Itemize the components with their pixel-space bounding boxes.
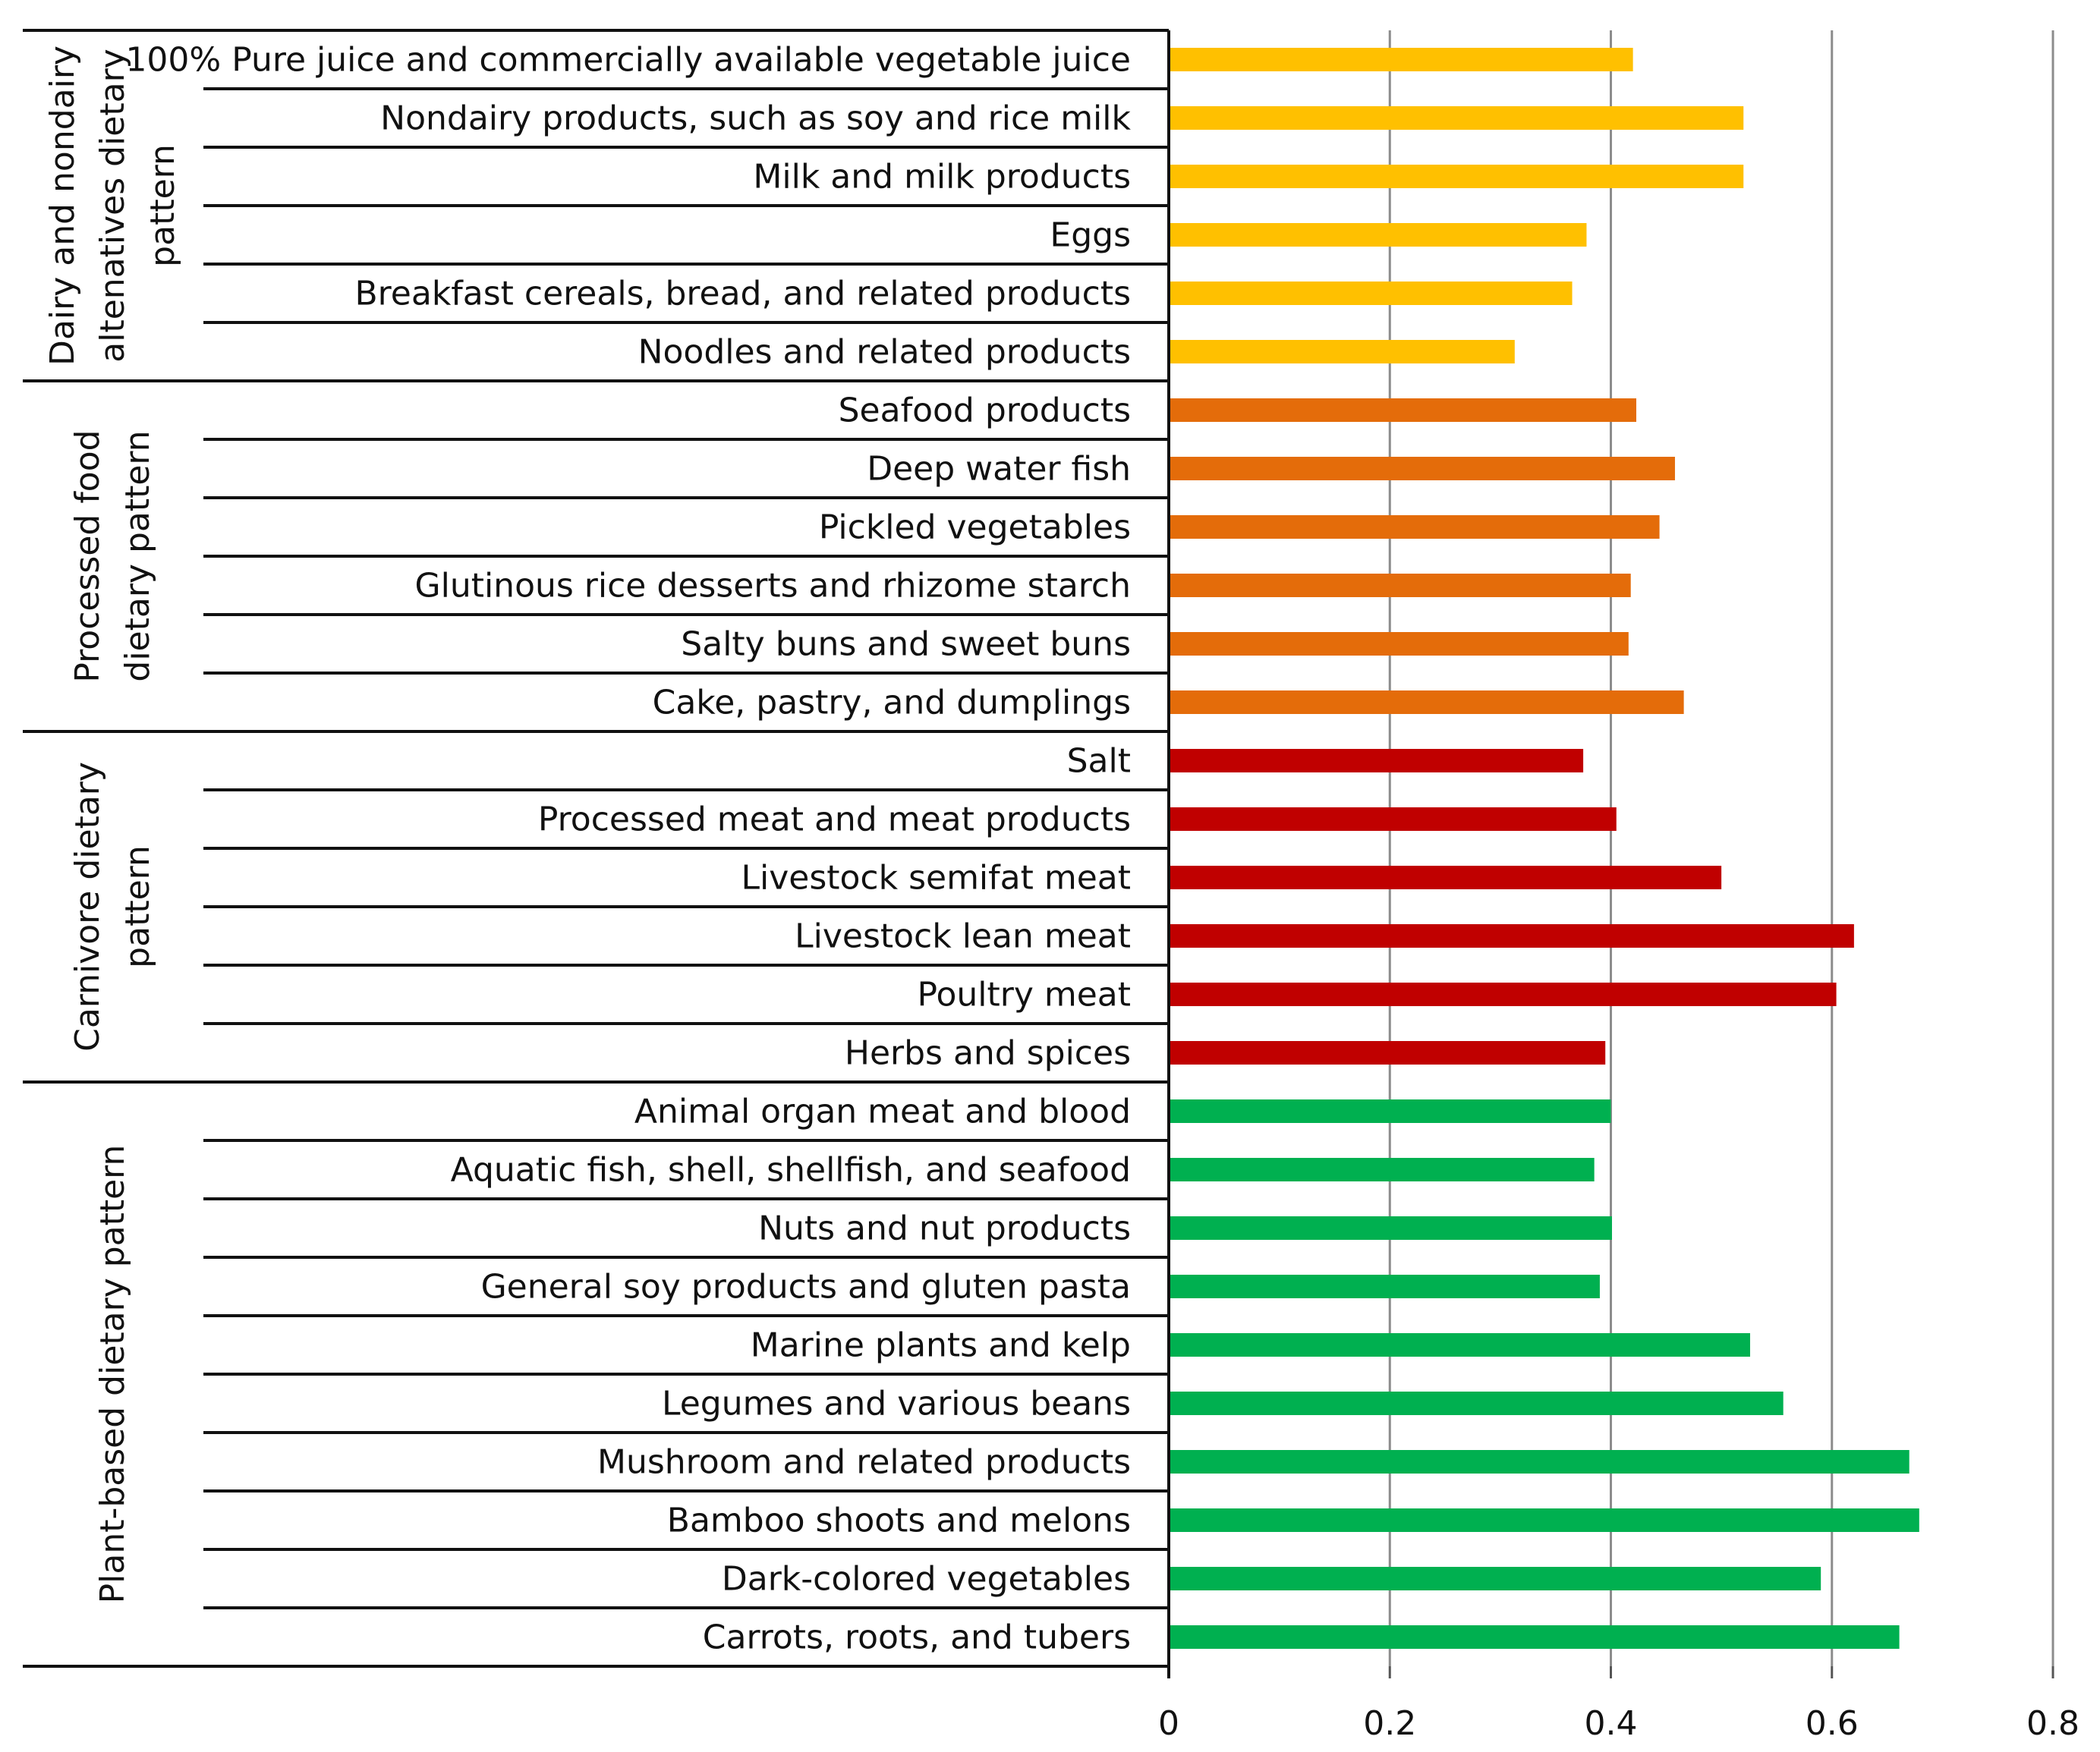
category-label: Eggs xyxy=(1050,216,1131,255)
group-label-line: pattern xyxy=(118,845,157,968)
category-label: Processed meat and meat products xyxy=(538,801,1131,839)
category-labels: 100% Pure juice and commercially availab… xyxy=(125,41,1131,1657)
group-label: Processed food dietary pattern xyxy=(68,429,157,682)
category-label: Salt xyxy=(1067,742,1131,781)
category-label: Animal organ meat and blood xyxy=(634,1093,1131,1131)
group-labels: Dairy and nondairy altenatives dietary pat… xyxy=(43,46,182,1603)
bar-eggs xyxy=(1169,223,1587,247)
category-label: Breakfast cereals, bread, and related pr… xyxy=(354,275,1131,313)
category-label: Salty buns and sweet buns xyxy=(681,625,1131,664)
category-label: Herbs and spices xyxy=(845,1034,1131,1073)
bar-processed-meat-and-meat-products xyxy=(1169,807,1617,831)
group-label-line: Dairy and nondairy xyxy=(43,46,82,366)
bar-seafood-products xyxy=(1169,398,1636,422)
group-label-line: Carnivore dietary xyxy=(68,762,107,1052)
group-label: Carnivore dietary pattern xyxy=(68,762,157,1052)
bar-bamboo-shoots-and-melons xyxy=(1169,1508,1919,1532)
category-label: Carrots, roots, and tubers xyxy=(703,1618,1131,1657)
bar-herbs-and-spices xyxy=(1169,1041,1606,1065)
bar-aquatic-fish-shell-shellfish-and-seafood xyxy=(1169,1158,1595,1181)
category-label: Livestock semifat meat xyxy=(741,859,1131,898)
category-label: Legumes and various beans xyxy=(662,1385,1131,1423)
category-label: Dark-colored vegetables xyxy=(722,1560,1131,1599)
bar-deep-water-fish xyxy=(1169,457,1675,480)
x-tick-label: 0.2 xyxy=(1363,1704,1416,1743)
group-label-line: dietary pattern xyxy=(118,430,157,681)
bar-livestock-lean-meat xyxy=(1169,924,1854,948)
group-label-line: Processed food xyxy=(68,429,107,682)
bar-salt xyxy=(1169,749,1584,772)
bar-breakfast-cereals-bread-and-related-products xyxy=(1169,282,1573,305)
bar-livestock-semifat-meat xyxy=(1169,866,1722,889)
category-label: Seafood products xyxy=(839,392,1131,430)
group-label: Dairy and nondairy altenatives dietary pat… xyxy=(43,46,182,366)
bar-mushroom-and-related-products xyxy=(1169,1450,1910,1474)
group-label: Plant-based dietary pattern xyxy=(93,1145,132,1604)
category-label: Pickled vegetables xyxy=(819,508,1131,547)
x-tick-label: 0.6 xyxy=(1806,1704,1859,1743)
category-label: Milk and milk products xyxy=(753,158,1131,197)
x-tick-label: 0.8 xyxy=(2026,1704,2080,1743)
x-tick-label: 0 xyxy=(1158,1704,1179,1743)
category-label: General soy products and gluten pasta xyxy=(481,1268,1131,1307)
category-label: Nondairy products, such as soy and rice … xyxy=(380,99,1131,138)
bar-general-soy-products-and-gluten-pasta xyxy=(1169,1275,1600,1298)
bar-poultry-meat xyxy=(1169,983,1837,1006)
x-axis: 0 0.2 0.4 0.6 0.8 xyxy=(1158,30,2080,1743)
bar-noodles-and-related-products xyxy=(1169,340,1515,363)
bar-legumes-and-various-beans xyxy=(1169,1392,1784,1415)
bar-glutinous-rice-desserts-and-rhizome-starch xyxy=(1169,574,1631,597)
bars xyxy=(1169,48,1919,1649)
bar-carrots-roots-and-tubers xyxy=(1169,1625,1900,1649)
group-label-line: Plant-based dietary pattern xyxy=(93,1145,132,1604)
category-table xyxy=(23,29,1169,1668)
bar-pickled-vegetables xyxy=(1169,515,1660,539)
bar-milk-and-milk-products xyxy=(1169,165,1744,188)
category-label: 100% Pure juice and commercially availab… xyxy=(125,41,1131,80)
bar-animal-organ-meat-and-blood xyxy=(1169,1099,1611,1123)
bar-100-pure-juice-and-commercially-available-vegetable-juice xyxy=(1169,48,1633,71)
category-label: Livestock lean meat xyxy=(795,917,1131,956)
category-label: Aquatic fish, shell, shellfish, and seaf… xyxy=(451,1151,1131,1190)
bar-marine-plants-and-kelp xyxy=(1169,1333,1750,1357)
category-label: Cake, pastry, and dumplings xyxy=(653,684,1131,722)
category-label: Marine plants and kelp xyxy=(751,1326,1131,1365)
x-tick-label: 0.4 xyxy=(1585,1704,1638,1743)
bar-nuts-and-nut-products xyxy=(1169,1216,1612,1240)
category-label: Noodles and related products xyxy=(638,333,1131,372)
bar-nondairy-products-such-as-soy-and-rice-milk xyxy=(1169,106,1744,130)
group-label-line: altenatives dietary xyxy=(93,49,132,362)
category-label: Nuts and nut products xyxy=(758,1209,1131,1248)
grid xyxy=(1388,30,2054,1666)
category-label: Poultry meat xyxy=(917,976,1131,1014)
bar-salty-buns-and-sweet-buns xyxy=(1169,632,1629,656)
category-label: Glutinous rice desserts and rhizome star… xyxy=(415,567,1132,605)
category-label: Mushroom and related products xyxy=(597,1443,1131,1482)
group-label-line: pattern xyxy=(143,144,182,267)
category-label: Deep water fish xyxy=(867,450,1131,489)
bar-cake-pastry-and-dumplings xyxy=(1169,690,1684,714)
category-label: Bamboo shoots and melons xyxy=(667,1502,1131,1540)
bar-dark-colored-vegetables xyxy=(1169,1567,1821,1590)
